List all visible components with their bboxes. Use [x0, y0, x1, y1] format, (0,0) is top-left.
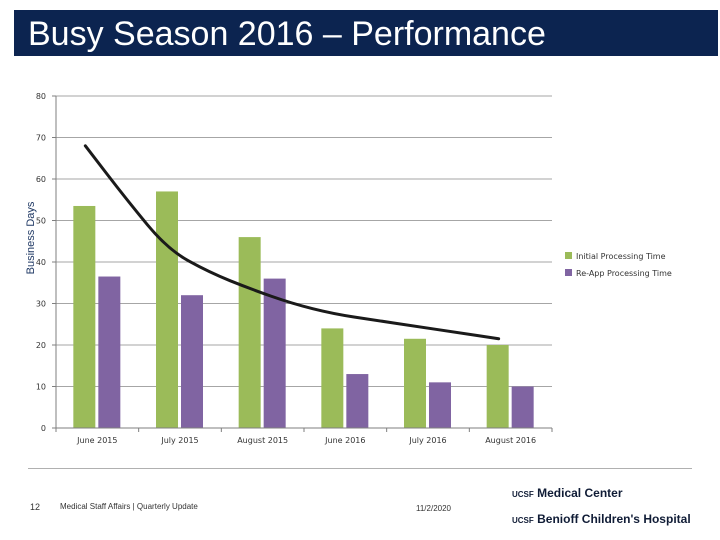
legend-label: Initial Processing Time	[576, 252, 666, 261]
bar-reapp	[346, 374, 369, 428]
bar-reapp	[429, 382, 451, 428]
x-tick-label: July 2016	[408, 436, 446, 445]
logo-childrens-hospital: UCSF Benioff Children's Hospital	[512, 512, 691, 526]
legend-swatch	[565, 269, 572, 276]
slide-title: Busy Season 2016 – Performance	[28, 15, 546, 53]
legend-swatch	[565, 252, 572, 259]
footer-text: Medical Staff Affairs | Quarterly Update	[60, 502, 198, 511]
y-tick-label: 80	[36, 92, 46, 101]
logo-text: Medical Center	[537, 486, 623, 500]
x-tick-label: June 2015	[76, 436, 117, 445]
bar-reapp	[181, 295, 203, 428]
gridlines	[56, 95, 552, 387]
y-tick-label: 40	[36, 258, 46, 267]
logo-medical-center: UCSF Medical Center	[512, 486, 622, 500]
x-tick-label: June 2016	[324, 436, 365, 445]
legend-label: Re-App Processing Time	[576, 269, 672, 278]
x-tick-label: July 2015	[160, 436, 198, 445]
y-axis-title: Business Days	[25, 201, 37, 274]
bar-reapp	[263, 278, 286, 428]
axes: 0 10 20 30 40 50 60 70 80 Business Days June 2015 J…	[25, 92, 553, 445]
bar-reapp	[98, 276, 121, 428]
trendline-path	[83, 144, 501, 341]
logo-prefix: UCSF	[512, 516, 534, 525]
y-tick-label: 0	[41, 424, 46, 433]
footer-divider	[28, 468, 692, 469]
y-tick-label: 10	[36, 383, 46, 392]
bar-initial	[156, 191, 178, 428]
bar-initial	[321, 328, 344, 428]
title-bar: Busy Season 2016 – Performance	[14, 10, 718, 56]
logo-prefix: UCSF	[512, 490, 534, 499]
y-tick-label: 20	[36, 341, 46, 350]
x-tick-label: August 2016	[485, 436, 536, 445]
x-tick-label: August 2015	[237, 436, 288, 445]
trendline	[83, 144, 501, 341]
bars	[73, 191, 534, 428]
page-number: 12	[30, 502, 41, 512]
y-tick-label: 30	[36, 300, 46, 309]
bar-initial	[486, 345, 509, 428]
bar-chart: 0 10 20 30 40 50 60 70 80 Business Days June 2015 J…	[25, 92, 672, 445]
legend: Initial Processing Time Re-App Processing…	[565, 252, 672, 278]
bar-initial	[404, 338, 426, 428]
logo-text: Benioff Children's Hospital	[537, 512, 691, 526]
footer-date: 11/2/2020	[416, 504, 451, 513]
y-tick-label: 70	[36, 134, 46, 143]
bar-initial	[238, 237, 261, 428]
bar-initial	[73, 205, 96, 428]
y-tick-label: 50	[36, 217, 46, 226]
y-tick-label: 60	[36, 175, 46, 184]
bar-reapp	[511, 386, 534, 428]
